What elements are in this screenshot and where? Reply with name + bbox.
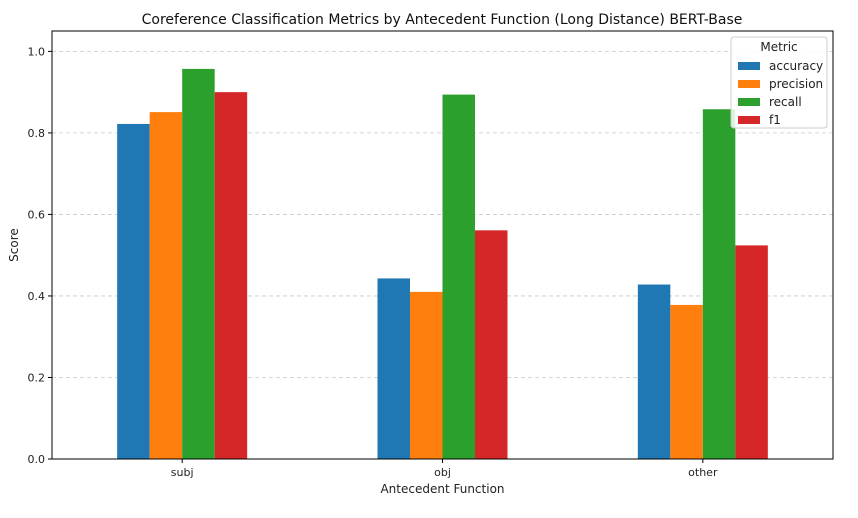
x-tick-label: other (688, 466, 718, 479)
y-axis-ticks: 0.0 0.2 0.4 0.6 0.8 1.0 (28, 45, 52, 466)
legend-title: Metric (760, 40, 797, 54)
legend-swatch-recall (738, 98, 760, 106)
x-axis-label: Antecedent Function (380, 482, 504, 496)
legend-entry-f1: f1 (769, 113, 781, 127)
x-tick-label: obj (434, 466, 451, 479)
bar-precision-subj (149, 112, 183, 460)
bar-precision-other (670, 304, 703, 459)
y-tick-label: 0.8 (28, 127, 46, 140)
bar-recall-obj (442, 94, 475, 460)
legend-entry-recall: recall (769, 95, 802, 109)
legend-swatch-f1 (738, 116, 760, 124)
y-axis-label: Score (7, 228, 21, 262)
x-axis-ticks: subj obj other (171, 459, 718, 479)
legend-swatch-precision (738, 80, 760, 88)
bar-accuracy-subj (117, 123, 150, 460)
x-tick-label: subj (171, 466, 194, 479)
bar-recall-subj (182, 68, 215, 459)
legend-entry-accuracy: accuracy (769, 59, 823, 73)
bar-recall-other (702, 109, 736, 460)
y-tick-label: 0.6 (28, 208, 46, 221)
bar-f1-obj (475, 230, 508, 459)
bar-precision-obj (410, 291, 443, 459)
bars (117, 68, 768, 460)
bar-f1-subj (214, 92, 248, 460)
y-tick-label: 0.0 (28, 453, 46, 466)
legend: Metric accuracy precision recall f1 (730, 36, 828, 129)
bar-accuracy-other (637, 284, 671, 459)
legend-swatch-accuracy (738, 62, 760, 70)
y-tick-label: 0.4 (28, 290, 46, 303)
y-tick-label: 1.0 (28, 45, 46, 58)
bar-accuracy-obj (377, 278, 410, 459)
legend-entry-precision: precision (769, 77, 823, 91)
bar-f1-other (735, 245, 768, 459)
y-tick-label: 0.2 (28, 371, 46, 384)
chart-title: Coreference Classification Metrics by An… (142, 12, 743, 28)
